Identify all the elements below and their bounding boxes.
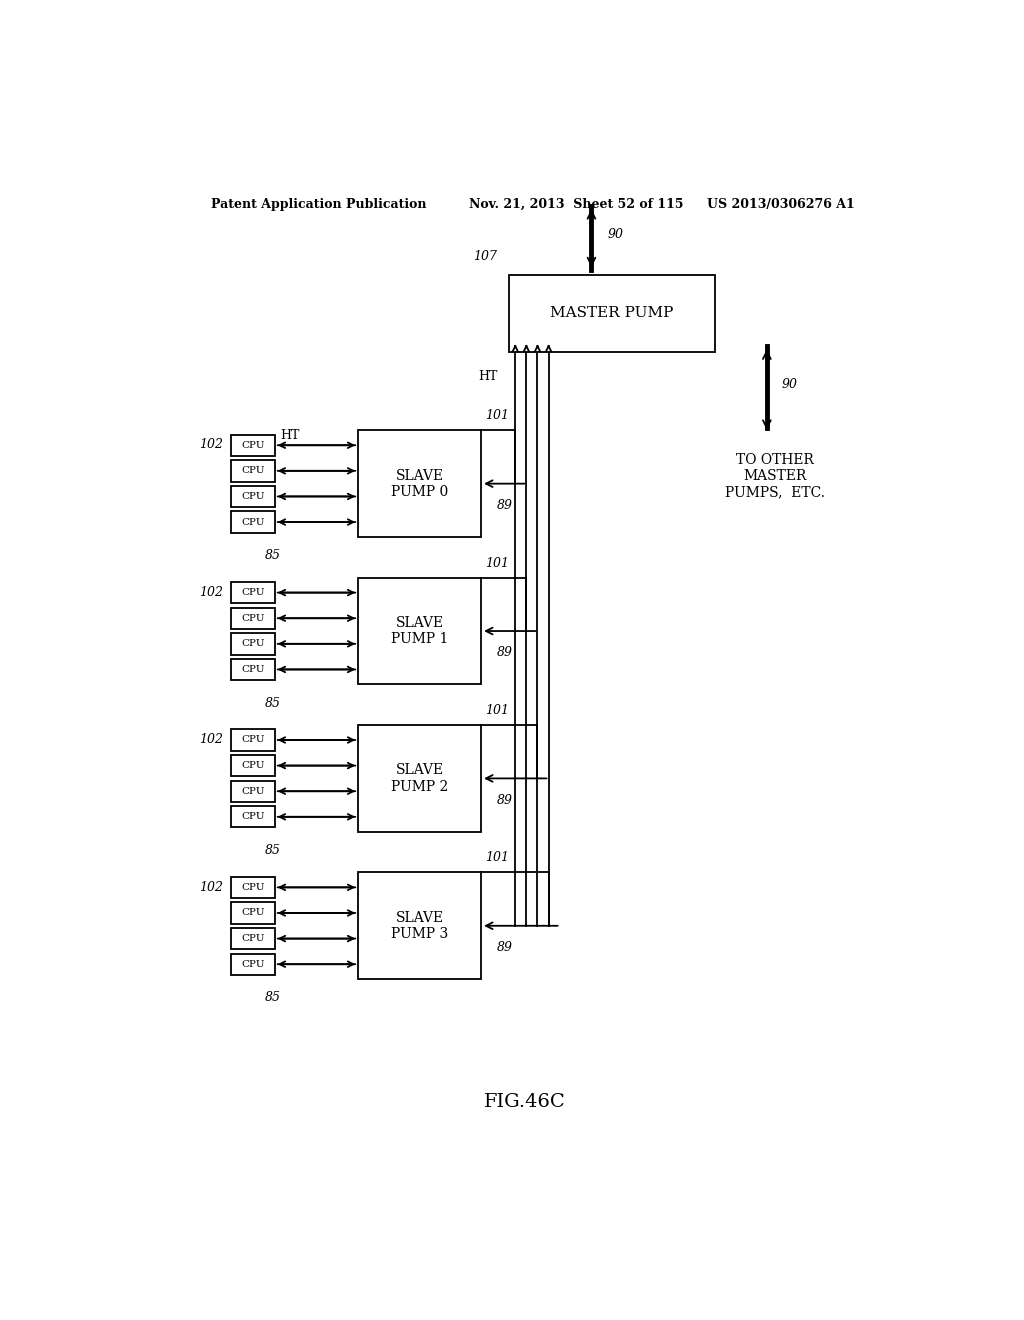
- Text: 89: 89: [497, 793, 513, 807]
- Text: CPU: CPU: [242, 787, 265, 796]
- Text: TO OTHER
MASTER
PUMPS,  ETC.: TO OTHER MASTER PUMPS, ETC.: [725, 453, 824, 499]
- Text: 101: 101: [485, 557, 509, 569]
- Text: 85: 85: [265, 549, 281, 562]
- Bar: [358, 578, 481, 684]
- Text: CPU: CPU: [242, 517, 265, 527]
- Bar: [231, 486, 274, 507]
- Text: CPU: CPU: [242, 614, 265, 623]
- Text: 90: 90: [607, 228, 624, 242]
- Text: SLAVE
PUMP 2: SLAVE PUMP 2: [391, 763, 449, 793]
- Bar: [358, 873, 481, 979]
- Bar: [231, 634, 274, 655]
- Text: CPU: CPU: [242, 960, 265, 969]
- Text: CPU: CPU: [242, 589, 265, 597]
- Text: 85: 85: [265, 991, 281, 1005]
- Text: CPU: CPU: [242, 639, 265, 648]
- Text: Patent Application Publication: Patent Application Publication: [211, 198, 427, 211]
- Text: SLAVE
PUMP 0: SLAVE PUMP 0: [391, 469, 449, 499]
- Text: HT: HT: [281, 429, 300, 442]
- Text: 101: 101: [485, 704, 509, 717]
- Text: Nov. 21, 2013  Sheet 52 of 115: Nov. 21, 2013 Sheet 52 of 115: [469, 198, 684, 211]
- Text: CPU: CPU: [242, 735, 265, 744]
- Text: 89: 89: [497, 499, 513, 512]
- Bar: [231, 511, 274, 533]
- Bar: [231, 807, 274, 828]
- Bar: [358, 725, 481, 832]
- Text: 102: 102: [200, 438, 223, 451]
- Text: FIG.46C: FIG.46C: [484, 1093, 565, 1110]
- Text: CPU: CPU: [242, 492, 265, 502]
- Text: 107: 107: [473, 249, 497, 263]
- Bar: [509, 276, 715, 351]
- Text: MASTER PUMP: MASTER PUMP: [551, 306, 674, 321]
- Text: CPU: CPU: [242, 762, 265, 770]
- Bar: [231, 659, 274, 680]
- Text: CPU: CPU: [242, 812, 265, 821]
- Bar: [231, 582, 274, 603]
- Text: 90: 90: [781, 378, 797, 391]
- Text: SLAVE
PUMP 1: SLAVE PUMP 1: [391, 616, 449, 645]
- Text: HT: HT: [478, 370, 498, 383]
- Bar: [231, 876, 274, 898]
- Text: 101: 101: [485, 851, 509, 865]
- Text: US 2013/0306276 A1: US 2013/0306276 A1: [708, 198, 855, 211]
- Bar: [231, 928, 274, 949]
- Text: CPU: CPU: [242, 883, 265, 892]
- Text: CPU: CPU: [242, 466, 265, 475]
- Text: CPU: CPU: [242, 665, 265, 675]
- Bar: [231, 434, 274, 455]
- Text: 101: 101: [485, 409, 509, 422]
- Text: 102: 102: [200, 880, 223, 894]
- Text: 89: 89: [497, 647, 513, 659]
- Bar: [231, 755, 274, 776]
- Text: CPU: CPU: [242, 908, 265, 917]
- Bar: [231, 607, 274, 628]
- Text: SLAVE
PUMP 3: SLAVE PUMP 3: [391, 911, 449, 941]
- Text: CPU: CPU: [242, 935, 265, 942]
- Bar: [231, 780, 274, 801]
- Text: 85: 85: [265, 697, 281, 710]
- Text: 102: 102: [200, 586, 223, 599]
- Bar: [358, 430, 481, 537]
- Text: 89: 89: [497, 941, 513, 954]
- Bar: [231, 730, 274, 751]
- Text: 85: 85: [265, 843, 281, 857]
- Bar: [231, 953, 274, 975]
- Bar: [231, 903, 274, 924]
- Bar: [231, 461, 274, 482]
- Text: CPU: CPU: [242, 441, 265, 450]
- Text: 102: 102: [200, 733, 223, 746]
